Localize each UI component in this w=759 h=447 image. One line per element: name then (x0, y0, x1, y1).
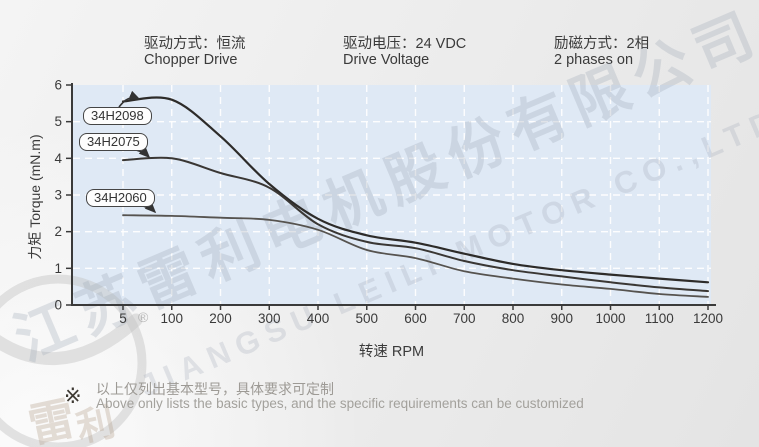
plot-area (72, 85, 711, 305)
series-callout-34h2060: 34H2060 (86, 189, 155, 207)
curve-34H2075 (122, 156, 709, 293)
registered-trademark-icon: ® (138, 309, 149, 325)
spec-excitation-mode: 励磁方式：2相 2 phases on (554, 36, 649, 68)
axes (71, 83, 716, 306)
spec-drive-mode: 驱动方式：恒流 Chopper Drive (144, 36, 246, 68)
x-tick-label: 1100 (645, 311, 674, 326)
series-callout-34h2098: 34H2098 (83, 107, 152, 125)
reference-mark-icon: ※ (64, 385, 82, 408)
x-tick-label: 1000 (595, 311, 625, 326)
x-tick-label: 700 (453, 311, 476, 326)
x-tick-label: 500 (355, 311, 378, 326)
curve-34H2060 (122, 214, 709, 298)
curve-34H2098 (121, 96, 710, 284)
x-tick-label: 1200 (693, 311, 723, 326)
callout-arrow (118, 90, 141, 108)
footer-note-zh: 以上仅列出基本型号，具体要求可定制 (96, 381, 334, 397)
series-callout-34h2075: 34H2075 (79, 133, 148, 151)
y-tick-label: 3 (54, 188, 62, 203)
x-tick-label: 200 (209, 311, 232, 326)
y-tick-label: 0 (54, 298, 62, 313)
spec-drive-voltage-zh: 驱动电压：24 VDC (343, 36, 467, 52)
y-tick-label: 5 (54, 114, 62, 129)
y-tick-label: 1 (54, 261, 62, 276)
callout-arrow (135, 146, 151, 159)
y-tick-label: 2 (54, 224, 62, 239)
x-tick-label: 900 (550, 311, 573, 326)
spec-drive-voltage: 驱动电压：24 VDC Drive Voltage (343, 36, 466, 68)
y-axis-title: 力矩 Torque (mN.m) (27, 134, 43, 260)
x-tick-label: 600 (404, 311, 427, 326)
y-tick-label: 4 (54, 151, 62, 166)
x-tick-label: 5 (119, 311, 127, 326)
spec-drive-mode-zh: 驱动方式：恒流 (144, 36, 246, 52)
x-tick-label: 400 (307, 311, 330, 326)
x-tick-label: 300 (258, 311, 281, 326)
x-tick-label: 800 (502, 311, 525, 326)
y-tick-label: 6 (54, 78, 62, 93)
spec-excitation-mode-en: 2 phases on (554, 52, 634, 68)
spec-drive-voltage-en: Drive Voltage (343, 52, 430, 68)
spec-excitation-mode-zh: 励磁方式：2相 (554, 36, 650, 52)
spec-drive-mode-en: Chopper Drive (144, 52, 238, 68)
x-tick-label: 100 (160, 311, 183, 326)
x-axis-title: 转速 RPM (358, 344, 425, 360)
footer-note-en: Above only lists the basic types, and th… (96, 396, 584, 411)
